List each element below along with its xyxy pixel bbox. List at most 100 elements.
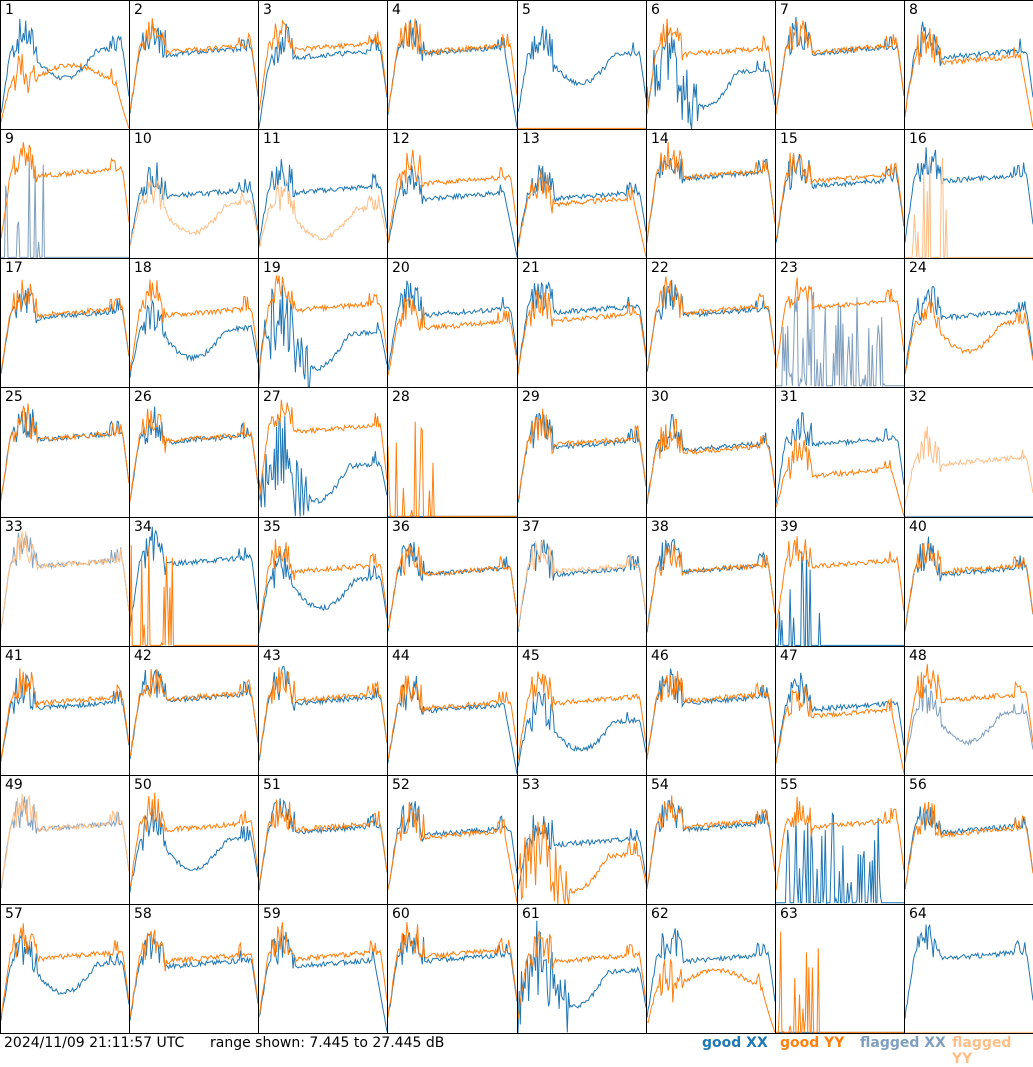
panel-number: 40 <box>909 519 927 535</box>
spectrum-panel: 59 <box>258 904 388 1034</box>
spectrum-panel: 37 <box>517 517 647 647</box>
series-yy <box>776 439 904 517</box>
spectrum-panel: 55 <box>775 775 905 905</box>
spectrum-plot <box>905 147 1033 258</box>
series-yy <box>905 801 1033 888</box>
series-yy <box>130 792 258 887</box>
spectrum-plot <box>647 413 775 504</box>
panel-number: 55 <box>780 777 798 793</box>
panel-number: 15 <box>780 131 798 147</box>
spectrum-panel: 61 <box>517 904 647 1034</box>
series-xx <box>647 279 775 373</box>
spectrum-plot <box>776 796 904 904</box>
series-yy <box>130 179 258 247</box>
series-yy <box>647 544 775 630</box>
spectrum-plot <box>1 530 129 631</box>
series-xx <box>388 801 517 887</box>
series-xx <box>259 549 387 633</box>
series-xx <box>388 541 517 632</box>
spectrum-panel: 62 <box>646 904 776 1034</box>
series-yy <box>130 929 258 1018</box>
series-xx <box>905 285 1033 375</box>
spectrum-panel: 63 <box>775 904 905 1034</box>
panel-number: 35 <box>263 519 281 535</box>
spectrum-plot <box>776 672 904 774</box>
timestamp: 2024/11/09 21:11:57 UTC <box>4 1035 185 1051</box>
spectrum-plot <box>259 159 387 249</box>
spectrum-plot <box>130 18 258 114</box>
series-xx <box>1 934 129 1021</box>
spectrum-plot <box>647 18 775 129</box>
spectrum-plot <box>905 426 1033 517</box>
panel-number: 62 <box>651 906 669 922</box>
series-yy <box>388 675 517 760</box>
series-yy <box>647 18 775 115</box>
series-yy <box>905 156 1033 258</box>
spectrum-panel: 21 <box>517 258 647 388</box>
spectrum-panel: 33 <box>0 517 130 647</box>
spectrum-plot <box>647 141 775 243</box>
spectrum-plot <box>518 815 646 904</box>
series-xx <box>776 550 904 646</box>
spectrum-plot <box>388 675 517 774</box>
series-yy <box>776 796 904 891</box>
spectrum-panel: 45 <box>517 646 647 776</box>
spectrum-panel: 12 <box>387 129 518 259</box>
series-yy <box>388 421 517 517</box>
panel-number: 9 <box>5 131 14 147</box>
spectrum-plot <box>776 931 904 1033</box>
spectrum-panel: 6 <box>646 0 776 130</box>
series-xx <box>130 526 258 628</box>
spectrum-panel: 56 <box>904 775 1033 905</box>
panel-number: 12 <box>392 131 410 147</box>
spectrum-plot <box>518 920 646 1033</box>
series-yy <box>1 668 129 762</box>
spectrum-plot <box>259 665 387 761</box>
spectrum-plot <box>776 277 904 387</box>
spectrum-panel: 54 <box>646 775 776 905</box>
spectrum-plot <box>905 536 1033 632</box>
series-yy <box>388 543 517 629</box>
spectrum-plot <box>388 18 517 128</box>
panel-number: 37 <box>522 519 540 535</box>
series-yy <box>647 671 775 760</box>
spectrum-plot <box>130 279 258 378</box>
series-yy <box>259 666 387 758</box>
spectrum-panel: 25 <box>0 387 130 518</box>
panel-number: 46 <box>651 648 669 664</box>
series-yy <box>1 530 129 631</box>
panel-number: 4 <box>392 2 401 18</box>
series-yy <box>130 408 258 502</box>
series-yy <box>388 922 517 1018</box>
panel-number: 6 <box>651 2 660 18</box>
series-xx <box>905 147 1033 243</box>
panel-number: 33 <box>5 519 23 535</box>
spectrum-plot <box>130 929 258 1021</box>
panel-number: 23 <box>780 260 798 276</box>
spectrum-panel: 31 <box>775 387 905 518</box>
spectrum-panel: 16 <box>904 129 1033 259</box>
spectrum-panel: 19 <box>258 258 388 388</box>
series-xx <box>130 933 258 1021</box>
panel-number: 52 <box>392 777 410 793</box>
spectrum-panel: 51 <box>258 775 388 905</box>
spectrum-panel: 43 <box>258 646 388 776</box>
spectrum-plot <box>1 18 129 129</box>
spectrum-plot <box>259 399 387 517</box>
spectrum-panel: 30 <box>646 387 776 518</box>
panel-number: 10 <box>134 131 152 147</box>
spectrum-panel: 3 <box>258 0 388 130</box>
panel-number: 49 <box>5 777 23 793</box>
spectrum-panel: 42 <box>129 646 259 776</box>
series-xx <box>259 159 387 247</box>
panel-number: 7 <box>780 2 789 18</box>
spectrum-plot <box>1 668 129 762</box>
spectrum-panel: 36 <box>387 517 518 647</box>
panel-number: 19 <box>263 260 281 276</box>
series-yy <box>1 403 129 501</box>
spectrum-panel: 60 <box>387 904 518 1034</box>
spectrum-panel: 34 <box>129 517 259 647</box>
spectrum-plot <box>388 280 517 376</box>
spectrum-panel: 50 <box>129 775 259 905</box>
panel-number: 5 <box>522 2 531 18</box>
